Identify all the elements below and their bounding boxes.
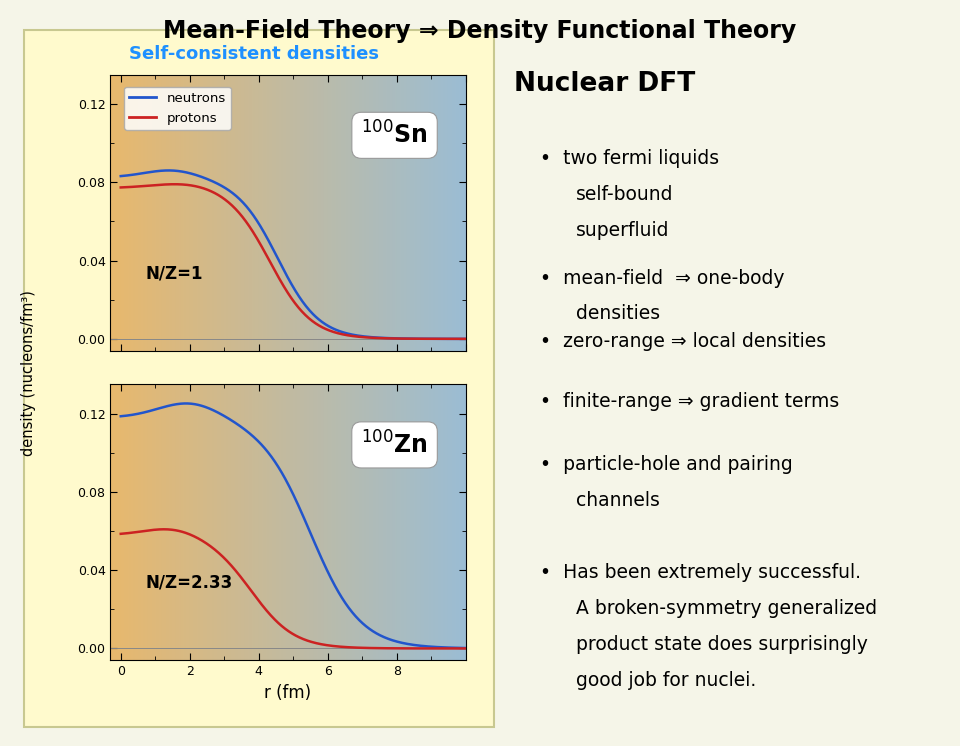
X-axis label: r (fm): r (fm) [264, 683, 312, 702]
Text: N/Z=2.33: N/Z=2.33 [146, 574, 233, 592]
Text: good job for nuclei.: good job for nuclei. [576, 671, 756, 689]
Text: Self-consistent densities: Self-consistent densities [130, 45, 379, 63]
Text: $^{100}$Sn: $^{100}$Sn [361, 122, 428, 149]
Text: •  two fermi liquids: • two fermi liquids [540, 149, 720, 168]
Text: N/Z=1: N/Z=1 [146, 264, 204, 282]
Text: A broken-symmetry generalized: A broken-symmetry generalized [576, 599, 877, 618]
Legend: neutrons, protons: neutrons, protons [124, 87, 230, 130]
Text: •  finite-range ⇒ gradient terms: • finite-range ⇒ gradient terms [540, 392, 840, 410]
Text: superfluid: superfluid [576, 221, 669, 239]
Text: •  Has been extremely successful.: • Has been extremely successful. [540, 563, 861, 582]
Text: product state does surprisingly: product state does surprisingly [576, 635, 868, 653]
Text: densities: densities [576, 304, 660, 323]
Text: channels: channels [576, 491, 660, 510]
Text: •  zero-range ⇒ local densities: • zero-range ⇒ local densities [540, 332, 827, 351]
Text: density (nucleons/fm³): density (nucleons/fm³) [21, 290, 36, 456]
Text: Nuclear DFT: Nuclear DFT [515, 71, 695, 97]
Text: •  mean-field  ⇒ one-body: • mean-field ⇒ one-body [540, 269, 785, 287]
Text: Mean-Field Theory ⇒ Density Functional Theory: Mean-Field Theory ⇒ Density Functional T… [163, 19, 797, 43]
Text: •  particle-hole and pairing: • particle-hole and pairing [540, 455, 793, 474]
Text: self-bound: self-bound [576, 185, 674, 204]
Text: $^{100}$Zn: $^{100}$Zn [361, 431, 428, 459]
